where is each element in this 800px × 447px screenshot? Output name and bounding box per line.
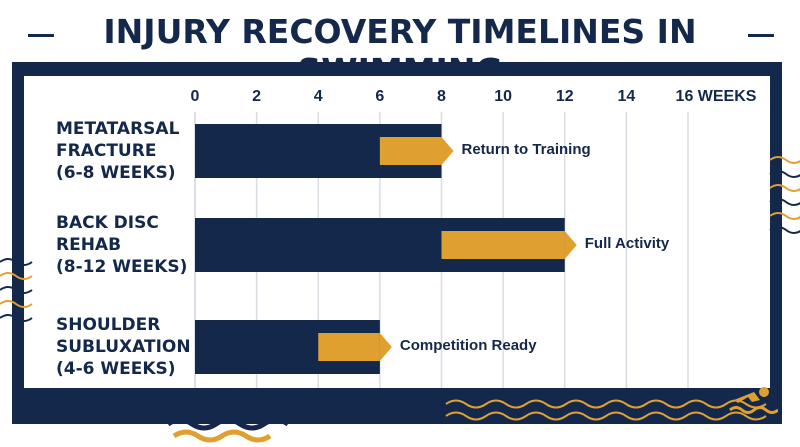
x-tick-label: 4: [313, 88, 323, 105]
category-label: METATARSAL FRACTURE (6-8 WEEKS): [56, 119, 180, 183]
bar-arrow-head: [379, 333, 392, 361]
bar-arrow-head: [441, 137, 454, 165]
bar-recovery-range: [441, 231, 565, 259]
swimmer-icon: [166, 388, 290, 443]
title-rule-right: [748, 34, 774, 37]
x-tick-label: 16 WEEKS: [675, 88, 757, 105]
x-tick-label: 8: [437, 88, 446, 105]
milestone-label: Competition Ready: [399, 337, 537, 354]
category-label: BACK DISC REHAB (8-12 WEEKS): [56, 213, 188, 277]
x-tick-label: 6: [375, 88, 385, 105]
bar-recovery-range: [379, 137, 442, 165]
category-label: SHOULDER SUBLUXATION (4-6 WEEKS): [56, 315, 191, 379]
x-tick-label: 2: [252, 88, 262, 105]
title-rule-left: [28, 34, 54, 37]
bar-arrow-head: [564, 231, 577, 259]
milestone-label: Return to Training: [461, 141, 591, 158]
x-tick-label: 14: [617, 88, 636, 105]
x-tick-label: 0: [190, 88, 200, 105]
milestone-label: Full Activity: [584, 235, 670, 252]
swimmer-icon-small: [729, 387, 778, 414]
x-tick-label: 12: [555, 88, 574, 105]
x-tick-label: 10: [494, 88, 513, 105]
bar-recovery-range: [318, 333, 380, 361]
